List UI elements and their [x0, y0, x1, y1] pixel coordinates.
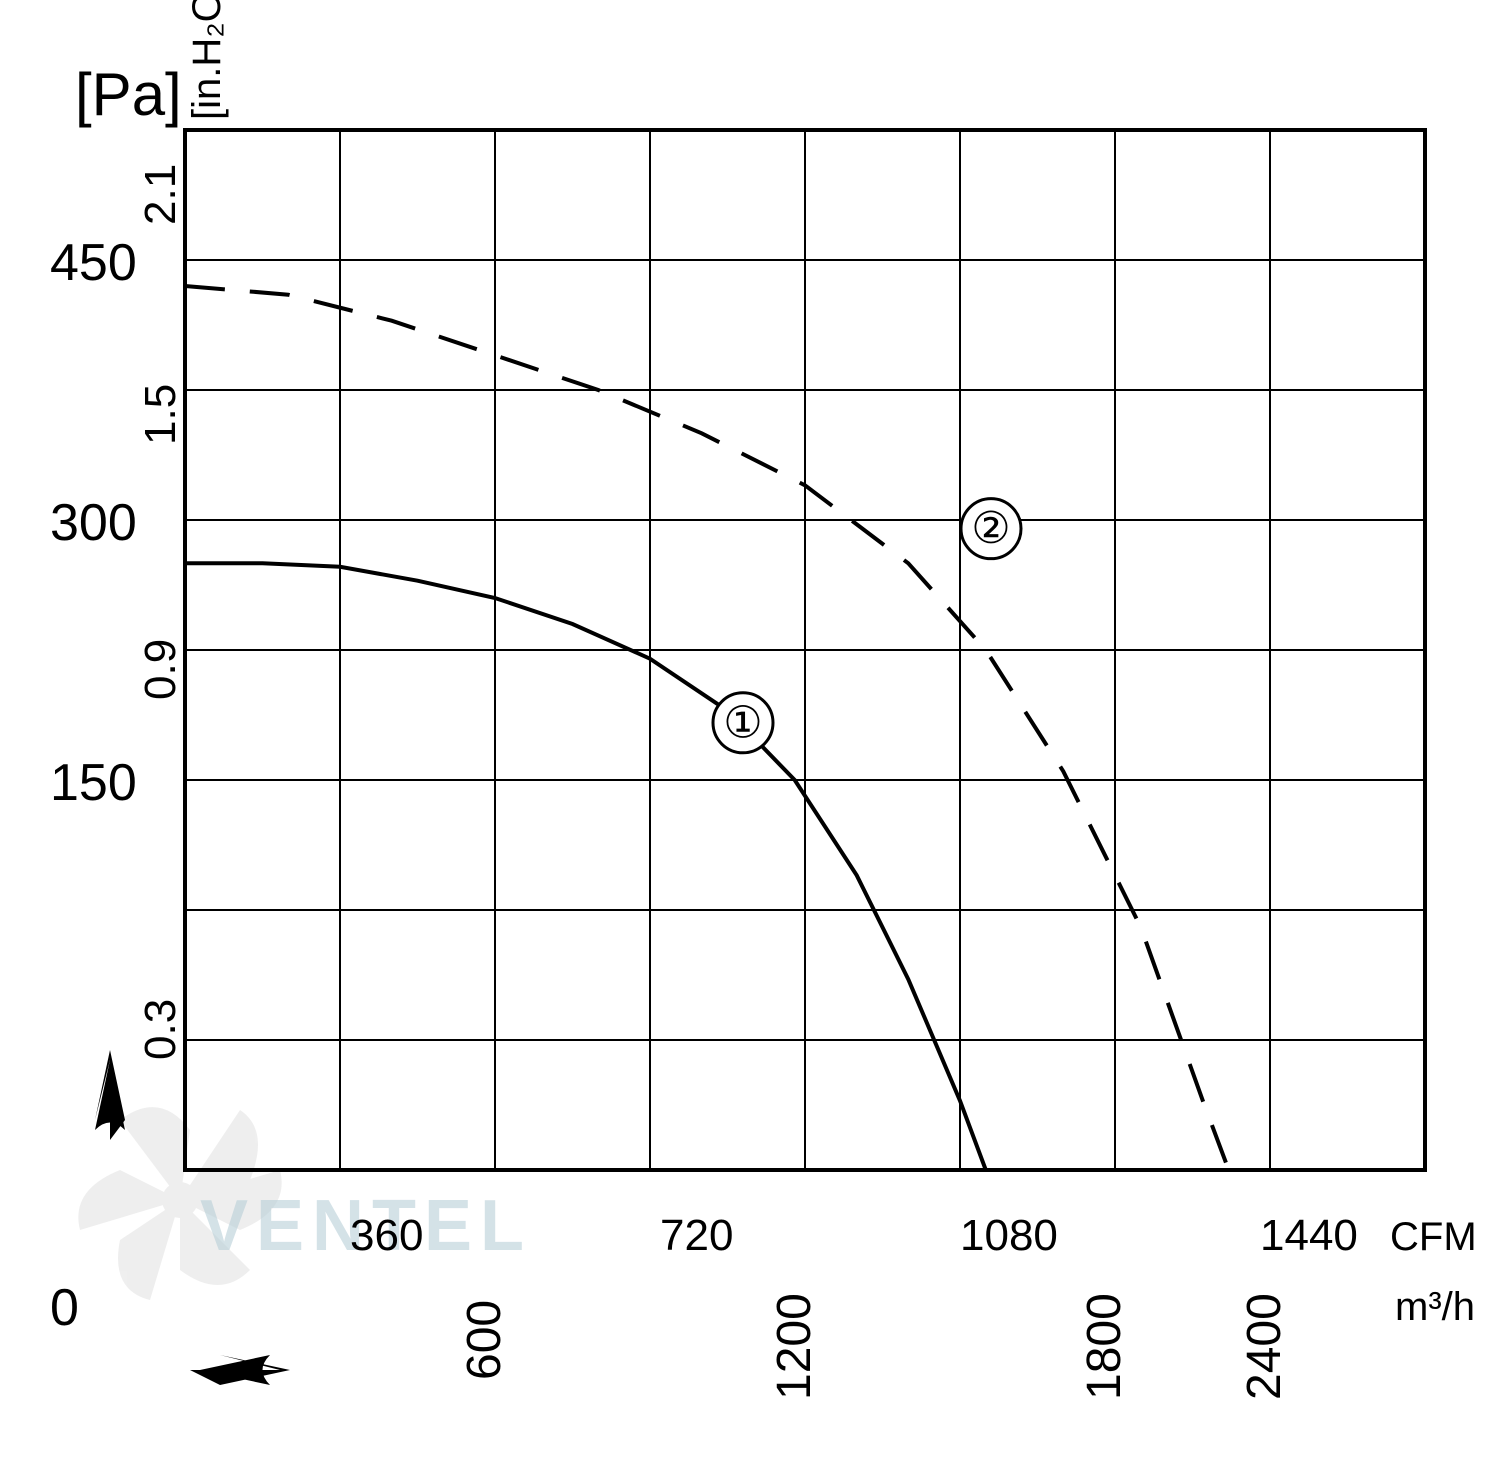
series-2-curve: [185, 286, 1229, 1170]
x-axis-unit-mh: m³/h: [1395, 1285, 1475, 1329]
y-tick-300: 300: [50, 494, 137, 552]
x2-tick-0: 360: [350, 1211, 423, 1260]
y-tick-450: 450: [50, 234, 137, 292]
x-axis-arrow-icon: [190, 1355, 290, 1385]
y2-tick-3: 2.1: [136, 164, 185, 225]
y2-tick-0: 0.3: [136, 999, 185, 1060]
series-1-curve: [185, 563, 986, 1170]
x-tick-0: 600: [458, 1300, 511, 1380]
x2-tick-1: 720: [660, 1211, 733, 1260]
chart-container: VENTEL [Pa] 0 150 300 450 [in.H₂O] 0.3 0…: [0, 0, 1498, 1482]
x-tick-3: 2400: [1238, 1293, 1291, 1400]
series-1-marker: ①: [713, 693, 773, 753]
svg-text:②: ②: [971, 504, 1010, 553]
svg-text:①: ①: [723, 698, 762, 747]
y2-tick-1: 0.9: [136, 639, 185, 700]
y-tick-0: 0: [50, 1279, 79, 1337]
y2-tick-2: 1.5: [136, 384, 185, 445]
x-tick-2: 1800: [1078, 1293, 1131, 1400]
grid: [185, 130, 1425, 1170]
y-axis-unit-pa: [Pa]: [75, 61, 182, 128]
y-tick-150: 150: [50, 754, 137, 812]
y-axis-unit-inh2o: [in.H₂O]: [185, 0, 229, 120]
x-axis-unit-cfm: CFM: [1390, 1215, 1477, 1259]
chart-svg: VENTEL [Pa] 0 150 300 450 [in.H₂O] 0.3 0…: [0, 0, 1498, 1482]
series-2-marker: ②: [961, 499, 1021, 559]
x-tick-1: 1200: [768, 1293, 821, 1400]
y-axis-arrow-icon: [95, 1050, 125, 1140]
x2-tick-2: 1080: [960, 1211, 1058, 1260]
x2-tick-3: 1440: [1260, 1211, 1358, 1260]
